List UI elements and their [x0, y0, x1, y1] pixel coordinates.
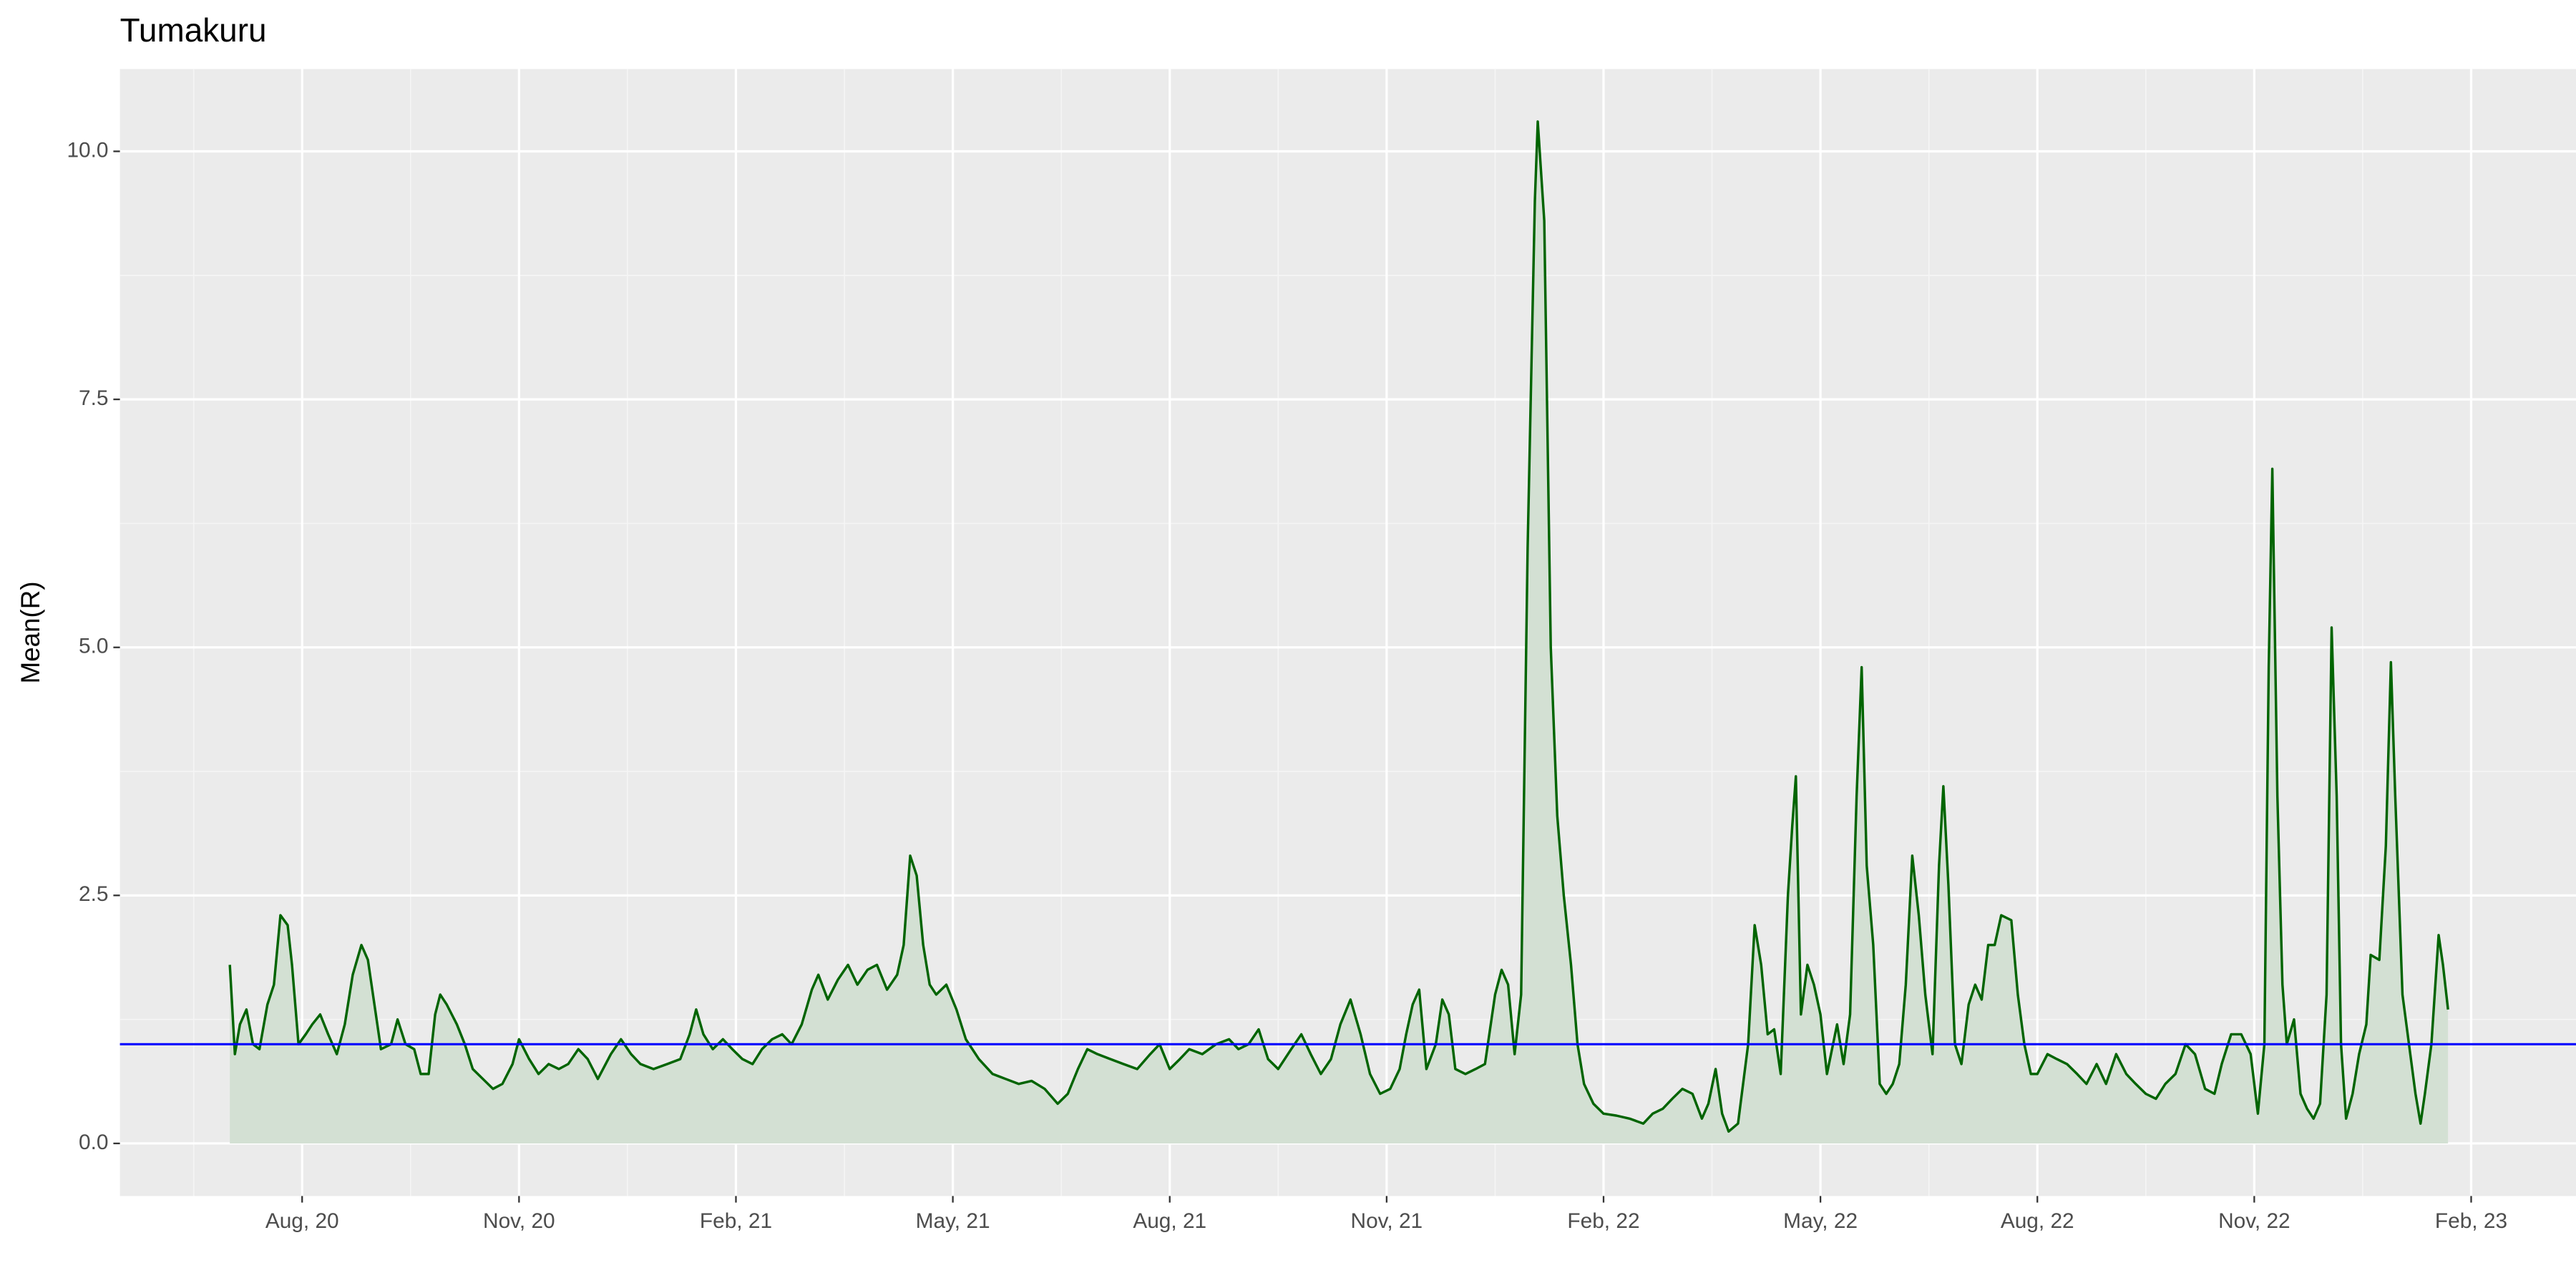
x-tick-label: May, 21 — [916, 1209, 990, 1233]
area — [230, 121, 2449, 1143]
y-tick-label: 2.5 — [79, 882, 108, 906]
x-tick-label: Feb, 22 — [1567, 1209, 1639, 1233]
x-tick-label: May, 22 — [1783, 1209, 1858, 1233]
x-tick-label: Feb, 23 — [2435, 1209, 2507, 1233]
x-tick-label: Nov, 20 — [483, 1209, 555, 1233]
y-tick-label: 7.5 — [79, 386, 108, 410]
x-tick-label: Nov, 21 — [1351, 1209, 1423, 1233]
chart-title: Tumakuru — [120, 11, 267, 49]
x-tick-label: Feb, 21 — [700, 1209, 772, 1233]
x-tick-label: Aug, 20 — [265, 1209, 339, 1233]
line — [228, 120, 2449, 1133]
marks — [119, 120, 2576, 1143]
axes: 0.0 2.5 5.0 7.5 10.0 Aug, 20 Nov, 20 Feb, 21 May… — [67, 138, 2507, 1233]
x-tick-label: Nov, 22 — [2218, 1209, 2290, 1233]
y-tick-label: 10.0 — [67, 138, 108, 162]
x-tick-label: Aug, 22 — [2001, 1209, 2074, 1233]
y-tick-label: 5.0 — [79, 635, 108, 658]
grid — [119, 69, 2576, 1196]
y-tick-label: 0.0 — [79, 1131, 108, 1154]
x-tick-label: Aug, 21 — [1133, 1209, 1206, 1233]
y-axis-label: Mean(R) — [16, 582, 45, 684]
